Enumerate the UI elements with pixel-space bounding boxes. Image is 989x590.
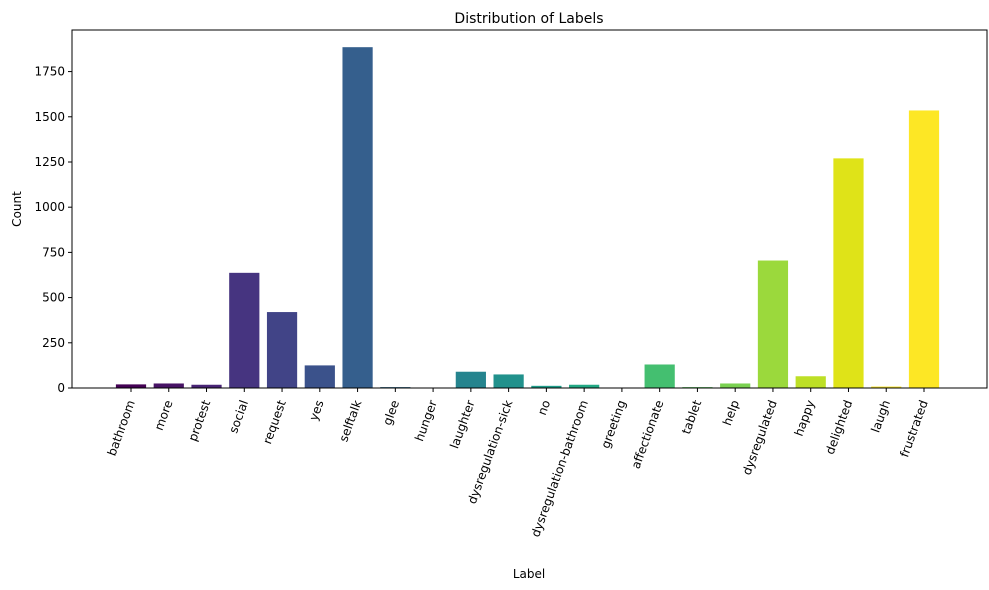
bar-laughter	[455, 371, 486, 388]
bar-bathroom	[115, 384, 147, 388]
y-tick-label: 750	[42, 245, 65, 259]
x-tick-label: happy	[792, 398, 818, 438]
bar-protest	[191, 384, 222, 388]
x-tick-label: hunger	[412, 398, 440, 443]
x-tick-label: selftalk	[336, 398, 364, 444]
bar-frustrated	[908, 110, 940, 389]
x-tick-label: no	[535, 398, 553, 417]
x-tick-label: dysregulation-bathroom	[528, 398, 591, 539]
y-tick-label: 1000	[34, 200, 65, 214]
bars-group	[115, 47, 940, 389]
plot-frame	[71, 29, 988, 389]
y-tick-label: 1250	[34, 155, 65, 169]
y-tick-label: 0	[57, 381, 65, 395]
x-tick-label: glee	[380, 398, 402, 427]
x-tick-label: request	[260, 398, 289, 446]
bar-affectionate	[644, 364, 675, 388]
x-tick-label: delighted	[823, 398, 856, 456]
x-tick-label: laugh	[868, 398, 893, 434]
x-tick-label: more	[152, 398, 176, 432]
bar-dysregulation-sick	[493, 374, 524, 388]
bar-happy	[795, 376, 826, 388]
bar-request	[266, 312, 298, 388]
x-tick-label: help	[720, 398, 742, 427]
y-axis-label: Count	[10, 191, 24, 227]
bar-delighted	[833, 158, 864, 388]
x-axis-label: Label	[513, 567, 545, 581]
y-tick-label: 250	[42, 336, 65, 350]
x-tick-label: dysregulated	[740, 398, 780, 477]
x-tick-label: bathroom	[105, 398, 138, 458]
bar-selftalk	[342, 47, 373, 389]
x-axis-ticks: bathroom more protest social request yes selft…	[105, 388, 931, 539]
y-tick-label: 500	[42, 291, 65, 305]
bar-dysregulation-bathroom	[569, 384, 600, 388]
x-tick-label: affectionate	[629, 398, 667, 470]
bar-social	[229, 272, 260, 388]
x-tick-label: greeting	[598, 398, 628, 450]
x-tick-label: yes	[306, 398, 326, 422]
y-tick-label: 1500	[34, 110, 65, 124]
bar-yes	[304, 365, 335, 388]
bar-help	[720, 383, 751, 388]
bar-more	[153, 383, 184, 388]
bar-no	[531, 385, 562, 388]
chart-title: Distribution of Labels	[454, 11, 603, 27]
x-tick-label: social	[226, 398, 251, 435]
x-tick-label: tablet	[679, 398, 704, 436]
x-tick-label: laughter	[447, 398, 477, 450]
x-tick-label: frustrated	[897, 398, 931, 459]
y-tick-label: 1750	[34, 65, 65, 79]
bar-dysregulated	[757, 260, 789, 388]
x-tick-label: protest	[186, 398, 214, 443]
bar-laugh	[871, 386, 902, 388]
y-axis-ticks: 0 250 500 750 1000 1250 1500 1750	[34, 65, 72, 395]
